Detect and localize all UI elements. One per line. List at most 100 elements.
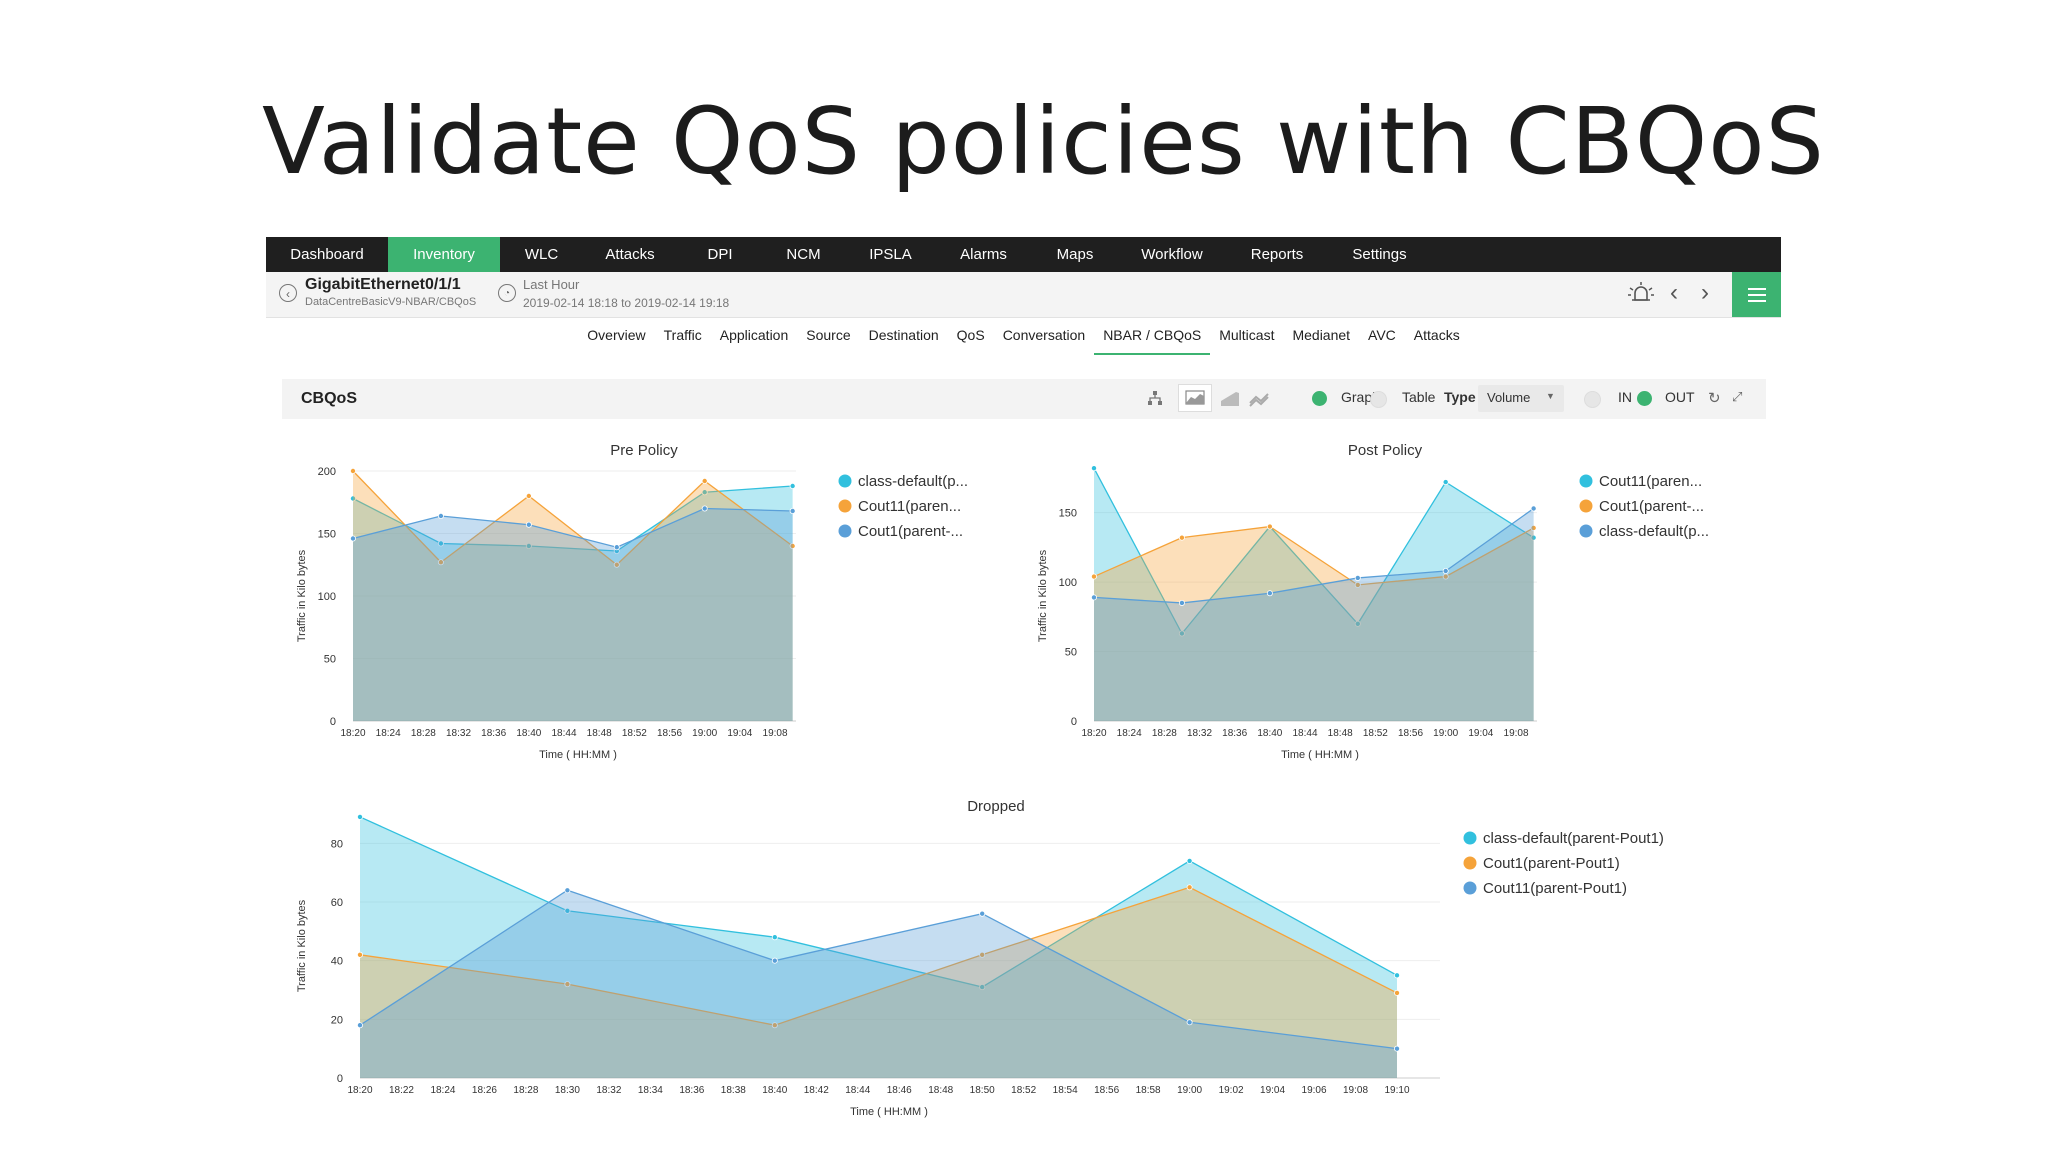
data-point — [525, 492, 532, 499]
refresh-icon[interactable]: ↻ — [1708, 390, 1721, 407]
in-radio[interactable] — [1584, 391, 1601, 408]
x-tick-label: 18:34 — [638, 1085, 663, 1096]
out-radio[interactable] — [1637, 391, 1652, 406]
data-point — [564, 887, 571, 894]
nav-item-reports[interactable]: Reports — [1250, 246, 1304, 263]
nav-item-settings[interactable]: Settings — [1352, 246, 1407, 263]
data-point — [349, 467, 356, 474]
interface-name: GigabitEthernet0/1/1 — [305, 276, 461, 293]
out-label[interactable]: OUT — [1665, 389, 1695, 405]
data-point — [701, 489, 708, 496]
nav-item-inventory[interactable]: Inventory — [388, 237, 500, 272]
legend-label: Cout11(parent-Pout1) — [1483, 880, 1627, 897]
table-radio[interactable] — [1370, 391, 1387, 408]
data-point — [979, 951, 986, 958]
data-point — [1530, 505, 1537, 512]
previous-arrow-icon[interactable]: ‹ — [1670, 279, 1678, 306]
x-tick-label: 18:58 — [1136, 1085, 1161, 1096]
tab-attacks[interactable]: Attacks — [1413, 327, 1460, 343]
data-point — [1442, 479, 1449, 486]
series-area — [353, 471, 793, 721]
graph-radio[interactable] — [1312, 391, 1327, 406]
data-point — [1178, 599, 1185, 606]
legend-marker — [1579, 524, 1593, 538]
y-tick-label: 150 — [1059, 508, 1077, 520]
legend-marker — [838, 474, 852, 488]
legend-label: Cout1(parent-... — [858, 523, 963, 540]
y-tick-label: 200 — [318, 466, 336, 478]
series-line — [352, 470, 794, 566]
x-tick-label: 19:00 — [1177, 1085, 1202, 1096]
x-tick-label: 18:44 — [552, 728, 577, 739]
x-tick-label: 18:36 — [679, 1085, 704, 1096]
y-tick-label: 80 — [331, 838, 343, 850]
nav-item-dashboard[interactable]: Dashboard — [290, 246, 364, 263]
tab-nbar-cbqos[interactable]: NBAR / CBQoS — [1094, 317, 1211, 355]
top-navigation: Dashboard Inventory WLC Attacks DPI NCM IPSLA A… — [266, 237, 1781, 272]
x-tick-label: 18:20 — [347, 1085, 372, 1096]
stacked-chart-icon[interactable] — [1216, 387, 1244, 411]
area-chart-icon[interactable] — [1178, 384, 1212, 412]
nav-item-alarms[interactable]: Alarms — [960, 246, 1007, 263]
tab-traffic[interactable]: Traffic — [663, 327, 702, 343]
x-tick-label: 19:00 — [692, 728, 717, 739]
tab-destination[interactable]: Destination — [868, 327, 939, 343]
nav-item-attacks[interactable]: Attacks — [605, 246, 655, 263]
x-tick-label: 19:08 — [1504, 728, 1529, 739]
data-point — [701, 477, 708, 484]
nav-item-ncm[interactable]: NCM — [786, 246, 821, 263]
tab-multicast[interactable]: Multicast — [1219, 327, 1275, 343]
nav-item-ipsla[interactable]: IPSLA — [869, 246, 912, 263]
data-point — [1091, 573, 1098, 580]
legend-label: Cout11(paren... — [858, 498, 961, 515]
data-point — [1186, 1019, 1193, 1026]
tab-qos[interactable]: QoS — [956, 327, 985, 343]
clock-icon[interactable]: ◔ — [498, 284, 516, 302]
tab-source[interactable]: Source — [806, 327, 851, 343]
y-tick-label: 60 — [331, 897, 343, 909]
nav-item-workflow[interactable]: Workflow — [1141, 246, 1203, 263]
x-tick-label: 18:32 — [1187, 728, 1212, 739]
x-tick-label: 18:26 — [472, 1085, 497, 1096]
data-point — [1091, 465, 1098, 472]
tab-avc[interactable]: AVC — [1368, 327, 1396, 343]
series-area — [1094, 468, 1534, 721]
y-tick-label: 50 — [1065, 647, 1077, 659]
data-point — [979, 984, 986, 991]
chevron-down-icon: ▼ — [1546, 391, 1555, 401]
x-tick-label: 19:04 — [1468, 728, 1493, 739]
next-arrow-icon[interactable]: › — [1701, 279, 1709, 306]
series-line — [1093, 507, 1535, 604]
expand-icon[interactable]: ⤢ — [1732, 389, 1743, 404]
hamburger-menu-icon[interactable] — [1732, 272, 1781, 317]
alarm-bell-icon[interactable] — [1626, 280, 1656, 306]
table-label[interactable]: Table — [1402, 389, 1436, 405]
x-tick-label: 18:20 — [340, 728, 365, 739]
tab-medianet[interactable]: Medianet — [1292, 327, 1351, 343]
data-point — [1178, 534, 1185, 541]
x-tick-label: 18:28 — [1152, 728, 1177, 739]
line-chart-icon[interactable] — [1246, 387, 1274, 411]
tab-overview[interactable]: Overview — [587, 327, 646, 343]
section-title: CBQoS — [301, 390, 357, 407]
x-tick-label: 19:04 — [1260, 1085, 1285, 1096]
data-point — [1530, 534, 1537, 541]
data-point — [437, 540, 444, 547]
time-period-label[interactable]: Last Hour — [523, 277, 580, 292]
back-icon[interactable]: ‹ — [279, 284, 297, 302]
tab-application[interactable]: Application — [719, 327, 789, 343]
tab-conversation[interactable]: Conversation — [1002, 327, 1086, 343]
nav-item-wlc[interactable]: WLC — [524, 246, 559, 263]
type-label: Type — [1444, 389, 1476, 405]
data-point — [979, 910, 986, 917]
x-tick-label: 18:56 — [1398, 728, 1423, 739]
data-point — [1186, 857, 1193, 864]
data-point — [437, 513, 444, 520]
legend-marker — [1579, 499, 1593, 513]
in-label[interactable]: IN — [1618, 389, 1632, 405]
nav-item-maps[interactable]: Maps — [1056, 246, 1094, 263]
x-tick-label: 18:28 — [411, 728, 436, 739]
hierarchy-icon[interactable] — [1146, 389, 1164, 407]
type-select[interactable]: Volume ▼ — [1478, 385, 1564, 412]
nav-item-dpi[interactable]: DPI — [707, 246, 733, 263]
